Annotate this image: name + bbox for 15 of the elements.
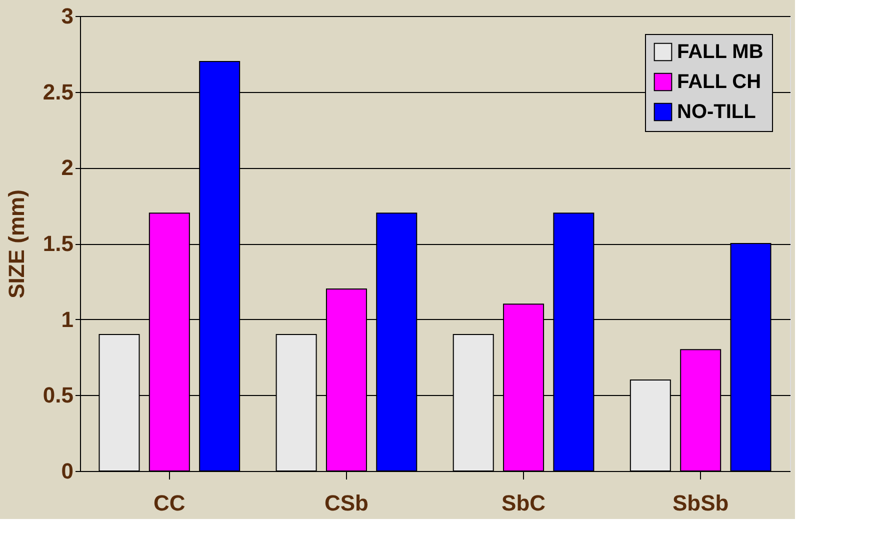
legend-label: FALL CH xyxy=(677,71,762,93)
y-tick-label: 1.5 xyxy=(42,231,74,256)
y-tick-label: 0.5 xyxy=(42,382,74,408)
y-tick-label: 1 xyxy=(61,306,74,332)
y-axis-title: SIZE (mm) xyxy=(4,190,29,298)
legend-label: NO-TILL xyxy=(677,101,756,123)
x-tick-label: SbSb xyxy=(672,490,729,516)
y-tick-label: 2 xyxy=(61,155,74,180)
x-tick-label: SbC xyxy=(502,490,546,516)
y-tick-label: 0 xyxy=(61,458,74,484)
y-tick-label: 2.5 xyxy=(42,79,74,104)
x-tick-label: CC xyxy=(154,490,186,516)
legend-label: FALL MB xyxy=(677,41,764,63)
x-tick-label: CSb xyxy=(324,490,368,516)
y-tick-label: 3 xyxy=(61,4,74,28)
